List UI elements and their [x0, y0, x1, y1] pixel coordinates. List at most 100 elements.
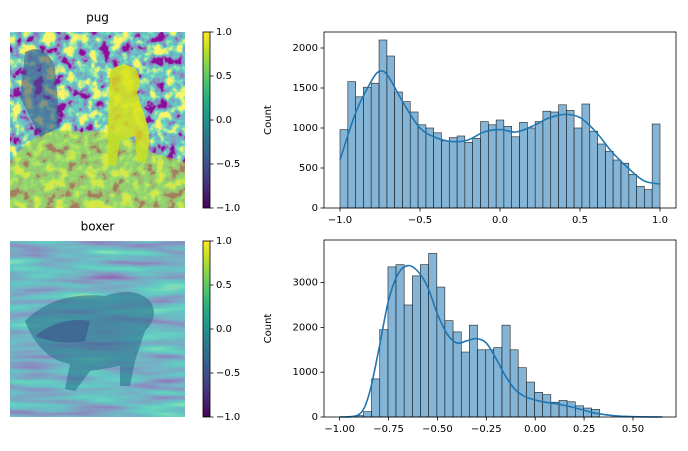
y-tick-label: 1500	[293, 83, 318, 94]
bar	[542, 394, 552, 418]
bar	[503, 126, 512, 209]
bar	[347, 81, 356, 209]
bar	[566, 401, 576, 418]
colorbar-tick-label: 0.0	[216, 324, 232, 335]
kde-line	[339, 264, 663, 418]
x-tick-label: −0.75	[373, 424, 404, 435]
x-tick-label: −1.0	[328, 215, 352, 226]
colorbar-tick-label: −1.0	[216, 412, 240, 423]
bar	[395, 264, 405, 418]
colorbar-tick-label: 1.0	[216, 27, 232, 38]
bar	[651, 123, 661, 209]
y-axis-label: Count	[263, 105, 274, 135]
x-tick-label: 0.5	[572, 215, 588, 226]
y-tick-label: 3000	[293, 278, 318, 289]
kde-line	[339, 70, 661, 185]
bar	[509, 349, 519, 418]
dog-shape	[25, 292, 154, 391]
bar	[519, 122, 528, 209]
image	[10, 241, 185, 417]
bar	[371, 378, 381, 418]
bar	[456, 135, 466, 209]
image-title: pug	[86, 11, 109, 25]
bar	[441, 140, 450, 209]
bar	[409, 111, 419, 209]
bar	[605, 150, 614, 209]
bar	[402, 101, 411, 209]
x-tick-label: −0.5	[408, 215, 432, 226]
y-tick-label: 2000	[293, 43, 318, 54]
bar	[464, 142, 473, 209]
bar	[417, 124, 427, 209]
bar	[480, 121, 489, 209]
bar	[612, 159, 622, 209]
bar	[644, 189, 653, 209]
y-tick-label: 1000	[293, 123, 318, 134]
colorbar-tick-label: −0.5	[216, 159, 240, 170]
bar	[363, 86, 372, 209]
bar	[460, 351, 470, 418]
colorbar	[202, 240, 211, 418]
colorbar-tick-label: −0.5	[216, 368, 240, 379]
x-tick-label: −0.50	[422, 424, 453, 435]
bar	[534, 121, 544, 209]
bar	[550, 111, 559, 209]
dog-dark	[35, 320, 90, 343]
bar	[558, 400, 568, 418]
bar	[433, 132, 442, 209]
colorbar	[202, 31, 211, 209]
bar	[558, 104, 567, 209]
bar	[589, 130, 598, 209]
rock-shape	[10, 130, 185, 208]
axes-frame	[323, 239, 677, 418]
bar	[370, 82, 380, 209]
y-tick-label: 2000	[293, 322, 318, 333]
bar	[378, 39, 388, 209]
x-tick-label: 0.0	[492, 215, 508, 226]
colorbar-tick-label: −1.0	[216, 203, 240, 214]
bar	[636, 186, 645, 209]
bar	[488, 124, 497, 209]
bar	[363, 411, 372, 418]
bar	[412, 275, 421, 418]
bar	[428, 253, 438, 418]
x-tick-label: 0.50	[622, 424, 644, 435]
y-tick-label: 0	[312, 203, 318, 214]
bar	[485, 349, 495, 418]
x-tick-label: −1.00	[324, 424, 355, 435]
bar	[566, 110, 575, 209]
colorbar-tick-label: 0.5	[216, 71, 232, 82]
y-tick-label: 1000	[293, 367, 318, 378]
x-tick-label: −0.25	[471, 424, 502, 435]
bar	[355, 96, 364, 209]
bar	[403, 304, 413, 418]
bar	[394, 91, 403, 209]
bar	[597, 143, 606, 209]
x-tick-label: 1.0	[652, 215, 668, 226]
bar	[477, 349, 487, 418]
y-tick-label: 0	[312, 412, 318, 423]
bar	[452, 331, 462, 418]
y-axis-label: Count	[263, 314, 274, 344]
bar	[511, 136, 520, 209]
bar	[620, 162, 630, 209]
x-tick-label: 0.00	[524, 424, 546, 435]
dog-shadow	[20, 49, 60, 138]
bar	[534, 392, 543, 418]
colorbar-tick-label: 0.0	[216, 115, 232, 126]
colorbar-tick-label: 0.5	[216, 280, 232, 291]
bar	[542, 110, 552, 209]
x-tick-label: 0.25	[573, 424, 595, 435]
bar	[436, 286, 446, 418]
bar	[444, 320, 454, 418]
bar	[425, 127, 434, 209]
bar	[448, 137, 458, 209]
y-tick-label: 500	[299, 163, 318, 174]
colorbar-tick-label: 1.0	[216, 236, 232, 247]
bar	[527, 127, 536, 209]
bar	[573, 127, 583, 209]
bar	[628, 174, 637, 209]
image	[10, 32, 185, 208]
bar	[472, 138, 481, 209]
